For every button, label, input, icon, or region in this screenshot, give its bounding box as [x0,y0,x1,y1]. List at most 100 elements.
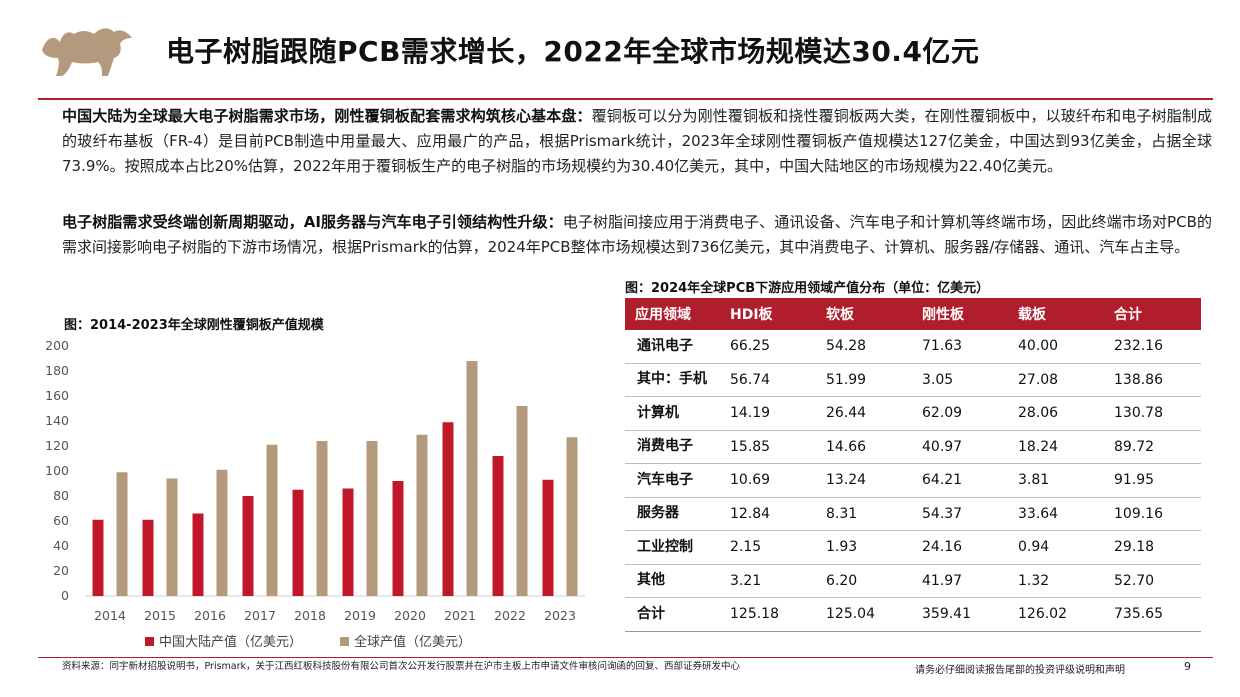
table-cell: 91.95 [1104,463,1201,498]
bar-china [492,456,504,596]
chart-title: 图：2014-2023年全球刚性覆铜板产值规模 [64,318,324,333]
table-cell: 735.65 [1104,597,1201,632]
paragraph-2-lead: 电子树脂需求受终端创新周期驱动，AI服务器与汽车电子引领结构性升级： [62,213,563,231]
y-tick-label: 100 [45,463,69,478]
table-cell: 52.70 [1104,564,1201,598]
table-cell: 18.24 [1008,430,1104,464]
table-cell: 3.05 [912,363,1008,397]
y-tick-label: 0 [61,588,69,603]
table-cell: 12.84 [720,497,816,531]
table-row-label: 其他 [625,564,720,598]
bar-china [542,479,554,596]
table-cell: 3.21 [720,564,816,598]
bar-china [242,496,254,596]
disclaimer: 请务必仔细阅读报告尾部的投资评级说明和声明 [915,665,1125,676]
bar-global [566,437,578,596]
table-cell: 125.18 [720,597,816,632]
pcb-application-table: 应用领域 HDI板 软板 刚性板 载板 合计 通讯电子 66.25 54.28 71.… [625,298,1201,632]
bull-logo-icon [42,28,132,76]
table-cell: 1.93 [816,530,912,565]
table-row-label: 消费电子 [625,430,720,464]
table-cell: 6.20 [816,564,912,598]
table-cell: 41.97 [912,564,1008,598]
x-tick-label: 2021 [444,608,476,623]
paragraph-1-lead: 中国大陆为全球最大电子树脂需求市场，刚性覆铜板配套需求构筑核心基本盘： [62,107,592,125]
table-cell: 89.72 [1104,430,1201,464]
table-row: 工业控制 2.15 1.93 24.16 0.94 29.18 [625,530,1201,565]
x-tick-label: 2018 [294,608,326,623]
table-cell: 2.15 [720,530,816,565]
footer-divider [38,657,1213,658]
x-tick-label: 2023 [544,608,576,623]
paragraph-2-body: 电子树脂间接应用于消费电子、通讯设备、汽车电子和计算机等终端市场，因此终端市场对… [62,213,1212,256]
table-header-cell: 刚性板 [912,298,1008,330]
table-row: 其他 3.21 6.20 41.97 1.32 52.70 [625,564,1201,598]
bar-global [316,441,328,596]
bar-china [292,489,304,596]
bar-global [466,361,478,596]
bar-chart: 0 20 40 60 80 100 120 140 160 180 200 2014 2015 2016 2… [45,338,585,650]
table-cell: 1.32 [1008,564,1104,598]
x-tick-label: 2016 [194,608,226,623]
table-cell: 3.81 [1008,463,1104,498]
bar-global [216,469,228,596]
table-row: 计算机 14.19 26.44 62.09 28.06 130.78 [625,396,1201,431]
y-tick-label: 80 [53,488,69,503]
x-tick-label: 2022 [494,608,526,623]
table-row-label: 计算机 [625,396,720,431]
table-row-label: 合计 [625,597,720,632]
table-cell: 14.19 [720,396,816,431]
table-cell: 8.31 [816,497,912,531]
table-header-cell: HDI板 [720,298,816,330]
table-row-label: 通讯电子 [625,330,720,364]
bar-china [442,422,454,596]
bar-global [266,444,278,596]
bar-china [192,513,204,596]
table-header-cell: 合计 [1104,298,1201,330]
legend-label: 中国大陆产值（亿美元） [159,634,302,650]
table-header-cell: 应用领域 [625,298,720,330]
bar-china [142,519,154,596]
table-cell: 232.16 [1104,330,1201,364]
table-title: 图：2024年全球PCB下游应用领域产值分布（单位：亿美元） [625,281,990,296]
table-cell: 56.74 [720,363,816,397]
table-row-label: 其中：手机 [625,363,720,397]
table-row: 消费电子 15.85 14.66 40.97 18.24 89.72 [625,430,1201,464]
table-row: 服务器 12.84 8.31 54.37 33.64 109.16 [625,497,1201,531]
paragraph-1-body: 覆铜板可以分为刚性覆铜板和挠性覆铜板两大类，在刚性覆铜板中，以玻纤布和电子树脂制… [62,107,1212,175]
table-cell: 29.18 [1104,530,1201,565]
table-cell: 54.37 [912,497,1008,531]
table-cell: 26.44 [816,396,912,431]
bar-global [416,434,428,596]
table-cell: 14.66 [816,430,912,464]
table-cell: 51.99 [816,363,912,397]
x-tick-label: 2019 [344,608,376,623]
table-row: 汽车电子 10.69 13.24 64.21 3.81 91.95 [625,463,1201,498]
table-cell: 71.63 [912,330,1008,364]
bar-global [166,478,178,596]
y-tick-label: 160 [45,388,69,403]
table-row-label: 汽车电子 [625,463,720,498]
table-row: 其中：手机 56.74 51.99 3.05 27.08 138.86 [625,363,1201,397]
table-cell: 359.41 [912,597,1008,632]
page-title: 电子树脂跟随PCB需求增长，2022年全球市场规模达30.4亿元 [166,35,980,68]
table-cell: 64.21 [912,463,1008,498]
x-tick-label: 2014 [94,608,126,623]
y-tick-label: 120 [45,438,69,453]
table-header-cell: 软板 [816,298,912,330]
table-cell: 109.16 [1104,497,1201,531]
table-cell: 40.00 [1008,330,1104,364]
legend-swatch [145,637,154,646]
y-tick-label: 200 [45,338,69,353]
table-row: 通讯电子 66.25 54.28 71.63 40.00 232.16 [625,330,1201,364]
table-cell: 138.86 [1104,363,1201,397]
legend-swatch [340,637,349,646]
bar-global [516,406,528,596]
table-header-row: 应用领域 HDI板 软板 刚性板 载板 合计 [625,298,1201,330]
table-cell: 24.16 [912,530,1008,565]
table-cell: 126.02 [1008,597,1104,632]
paragraph-2: 电子树脂需求受终端创新周期驱动，AI服务器与汽车电子引领结构性升级：电子树脂间接… [62,210,1212,260]
table-row: 合计 125.18 125.04 359.41 126.02 735.65 [625,597,1201,632]
page-number: 9 [1184,660,1191,673]
table-cell: 62.09 [912,396,1008,431]
